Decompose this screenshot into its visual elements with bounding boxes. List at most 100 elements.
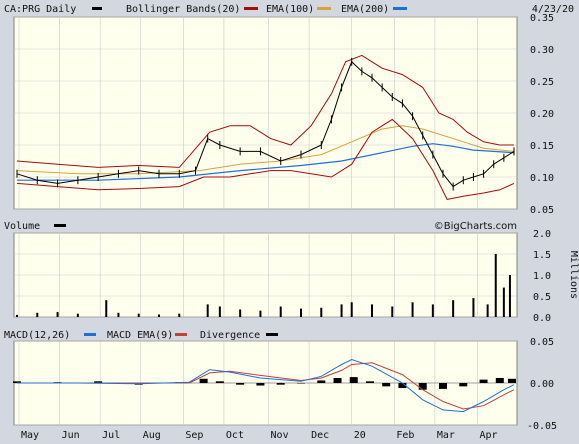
divergence-bar <box>256 383 265 386</box>
date-label: 4/23/20 <box>532 4 574 15</box>
volume-ylabel: Millions <box>568 251 579 299</box>
price-layer <box>16 54 515 200</box>
divergence-bar <box>297 383 305 384</box>
divergence-bar <box>495 377 504 383</box>
volume-bar <box>279 306 282 317</box>
divergence-bar <box>333 377 342 383</box>
volume-bar <box>259 310 262 317</box>
price-legend: CA:PRG Daily Bollinger Bands(20) EMA(100… <box>4 4 574 15</box>
bollinger-upper-line <box>16 54 514 168</box>
x-tick-label: Feb <box>396 430 414 441</box>
divergence-bar <box>418 383 427 390</box>
divergence-bar <box>479 379 488 383</box>
ema200-legend-swatch <box>393 7 407 10</box>
divergence-bar <box>439 383 447 389</box>
volume-bar <box>117 312 120 317</box>
divergence-bar <box>236 383 245 385</box>
x-tick-label: Mar <box>437 430 455 441</box>
macd-legend: MACD(12,26) MACD EMA(9) Divergence <box>4 330 278 341</box>
symbol-label: CA:PRG Daily <box>4 4 76 15</box>
macd-y-tick-label: 0.05 <box>530 337 554 348</box>
divergence-bar <box>317 380 326 383</box>
volume-bar <box>239 309 242 317</box>
x-tick-label: Jul <box>102 430 120 441</box>
macd-line <box>17 358 515 413</box>
price-y-tick-label: 0.10 <box>530 173 554 184</box>
price-legend-swatch <box>92 7 102 10</box>
volume-bar <box>494 254 497 317</box>
volume-bar <box>371 304 373 317</box>
volume-label: Volume <box>4 221 40 232</box>
macd-ema-legend-swatch <box>175 333 187 336</box>
x-tick-label: Jun <box>62 430 80 441</box>
volume-y-tick-label: 2.0 <box>533 229 551 240</box>
macd-label: MACD(12,26) <box>4 330 70 341</box>
volume-bar <box>36 312 39 317</box>
volume-layer <box>16 254 511 317</box>
x-tick-label: Aug <box>143 430 161 441</box>
volume-bar <box>340 304 343 317</box>
volume-bar <box>452 300 455 317</box>
bollinger-legend-swatch <box>244 7 258 10</box>
x-tick-label: Apr <box>479 430 497 441</box>
divergence-bar <box>13 381 21 383</box>
volume-y-tick-label: 1.5 <box>533 250 551 261</box>
divergence-bar <box>365 381 374 383</box>
ema100-legend-label: EMA(100) <box>266 4 314 15</box>
divergence-bar <box>398 383 407 389</box>
volume-bar <box>16 314 18 317</box>
volume-bar <box>105 300 108 317</box>
volume-bar <box>431 304 434 317</box>
volume-bar <box>56 311 59 317</box>
volume-bar <box>411 302 414 317</box>
volume-legend-swatch <box>54 224 66 227</box>
volume-bar <box>472 298 475 317</box>
volume-bar <box>137 313 140 317</box>
divergence-bar <box>276 383 285 385</box>
bollinger-legend-label: Bollinger Bands(20) <box>126 4 240 15</box>
volume-bar <box>320 307 323 317</box>
divergence-legend-swatch <box>266 333 278 336</box>
divergence-bar <box>215 381 224 383</box>
volume-bar <box>391 306 394 317</box>
volume-bar <box>486 304 489 317</box>
divergence-bar <box>199 378 208 383</box>
divergence-bar <box>459 383 468 387</box>
divergence-bar <box>94 381 103 383</box>
macd-y-tick-label: -0.05 <box>527 421 557 432</box>
volume-bar <box>300 308 302 317</box>
volume-y-tick-label: 1.0 <box>533 271 551 282</box>
volume-bar <box>502 287 505 317</box>
bollinger-lower-line <box>16 118 515 200</box>
x-tick-label: Dec <box>311 430 329 441</box>
divergence-bar <box>349 377 358 383</box>
divergence-label: Divergence <box>200 330 260 341</box>
x-tick-label: Oct <box>226 430 244 441</box>
volume-y-tick-label: 0.0 <box>533 313 551 324</box>
ema100-legend-swatch <box>317 7 331 10</box>
volume-bar <box>206 304 209 317</box>
divergence-bar <box>382 383 391 387</box>
x-tick-label: 20 <box>354 430 366 441</box>
volume-y-tick-label: 0.5 <box>533 292 551 303</box>
price-y-tick-label: 0.05 <box>530 205 554 216</box>
volume-bar <box>218 306 221 317</box>
grid-layer <box>14 16 517 426</box>
price-y-tick-label: 0.20 <box>530 109 554 120</box>
macd-ema-line <box>17 362 515 410</box>
volume-bar <box>508 275 511 317</box>
price-y-tick-label: 0.35 <box>530 13 554 24</box>
x-tick-label: May <box>21 430 39 441</box>
volume-bar <box>76 313 79 317</box>
volume-bar <box>350 302 353 317</box>
volume-bar <box>158 314 160 317</box>
macd-legend-swatch <box>84 333 96 336</box>
price-y-tick-label: 0.25 <box>530 77 554 88</box>
price-line <box>16 60 515 188</box>
macd-y-tick-label: 0.00 <box>530 379 554 390</box>
volume-bar <box>178 313 181 317</box>
divergence-bar <box>507 378 516 383</box>
volume-legend: Volume ©BigCharts.com <box>4 221 517 232</box>
